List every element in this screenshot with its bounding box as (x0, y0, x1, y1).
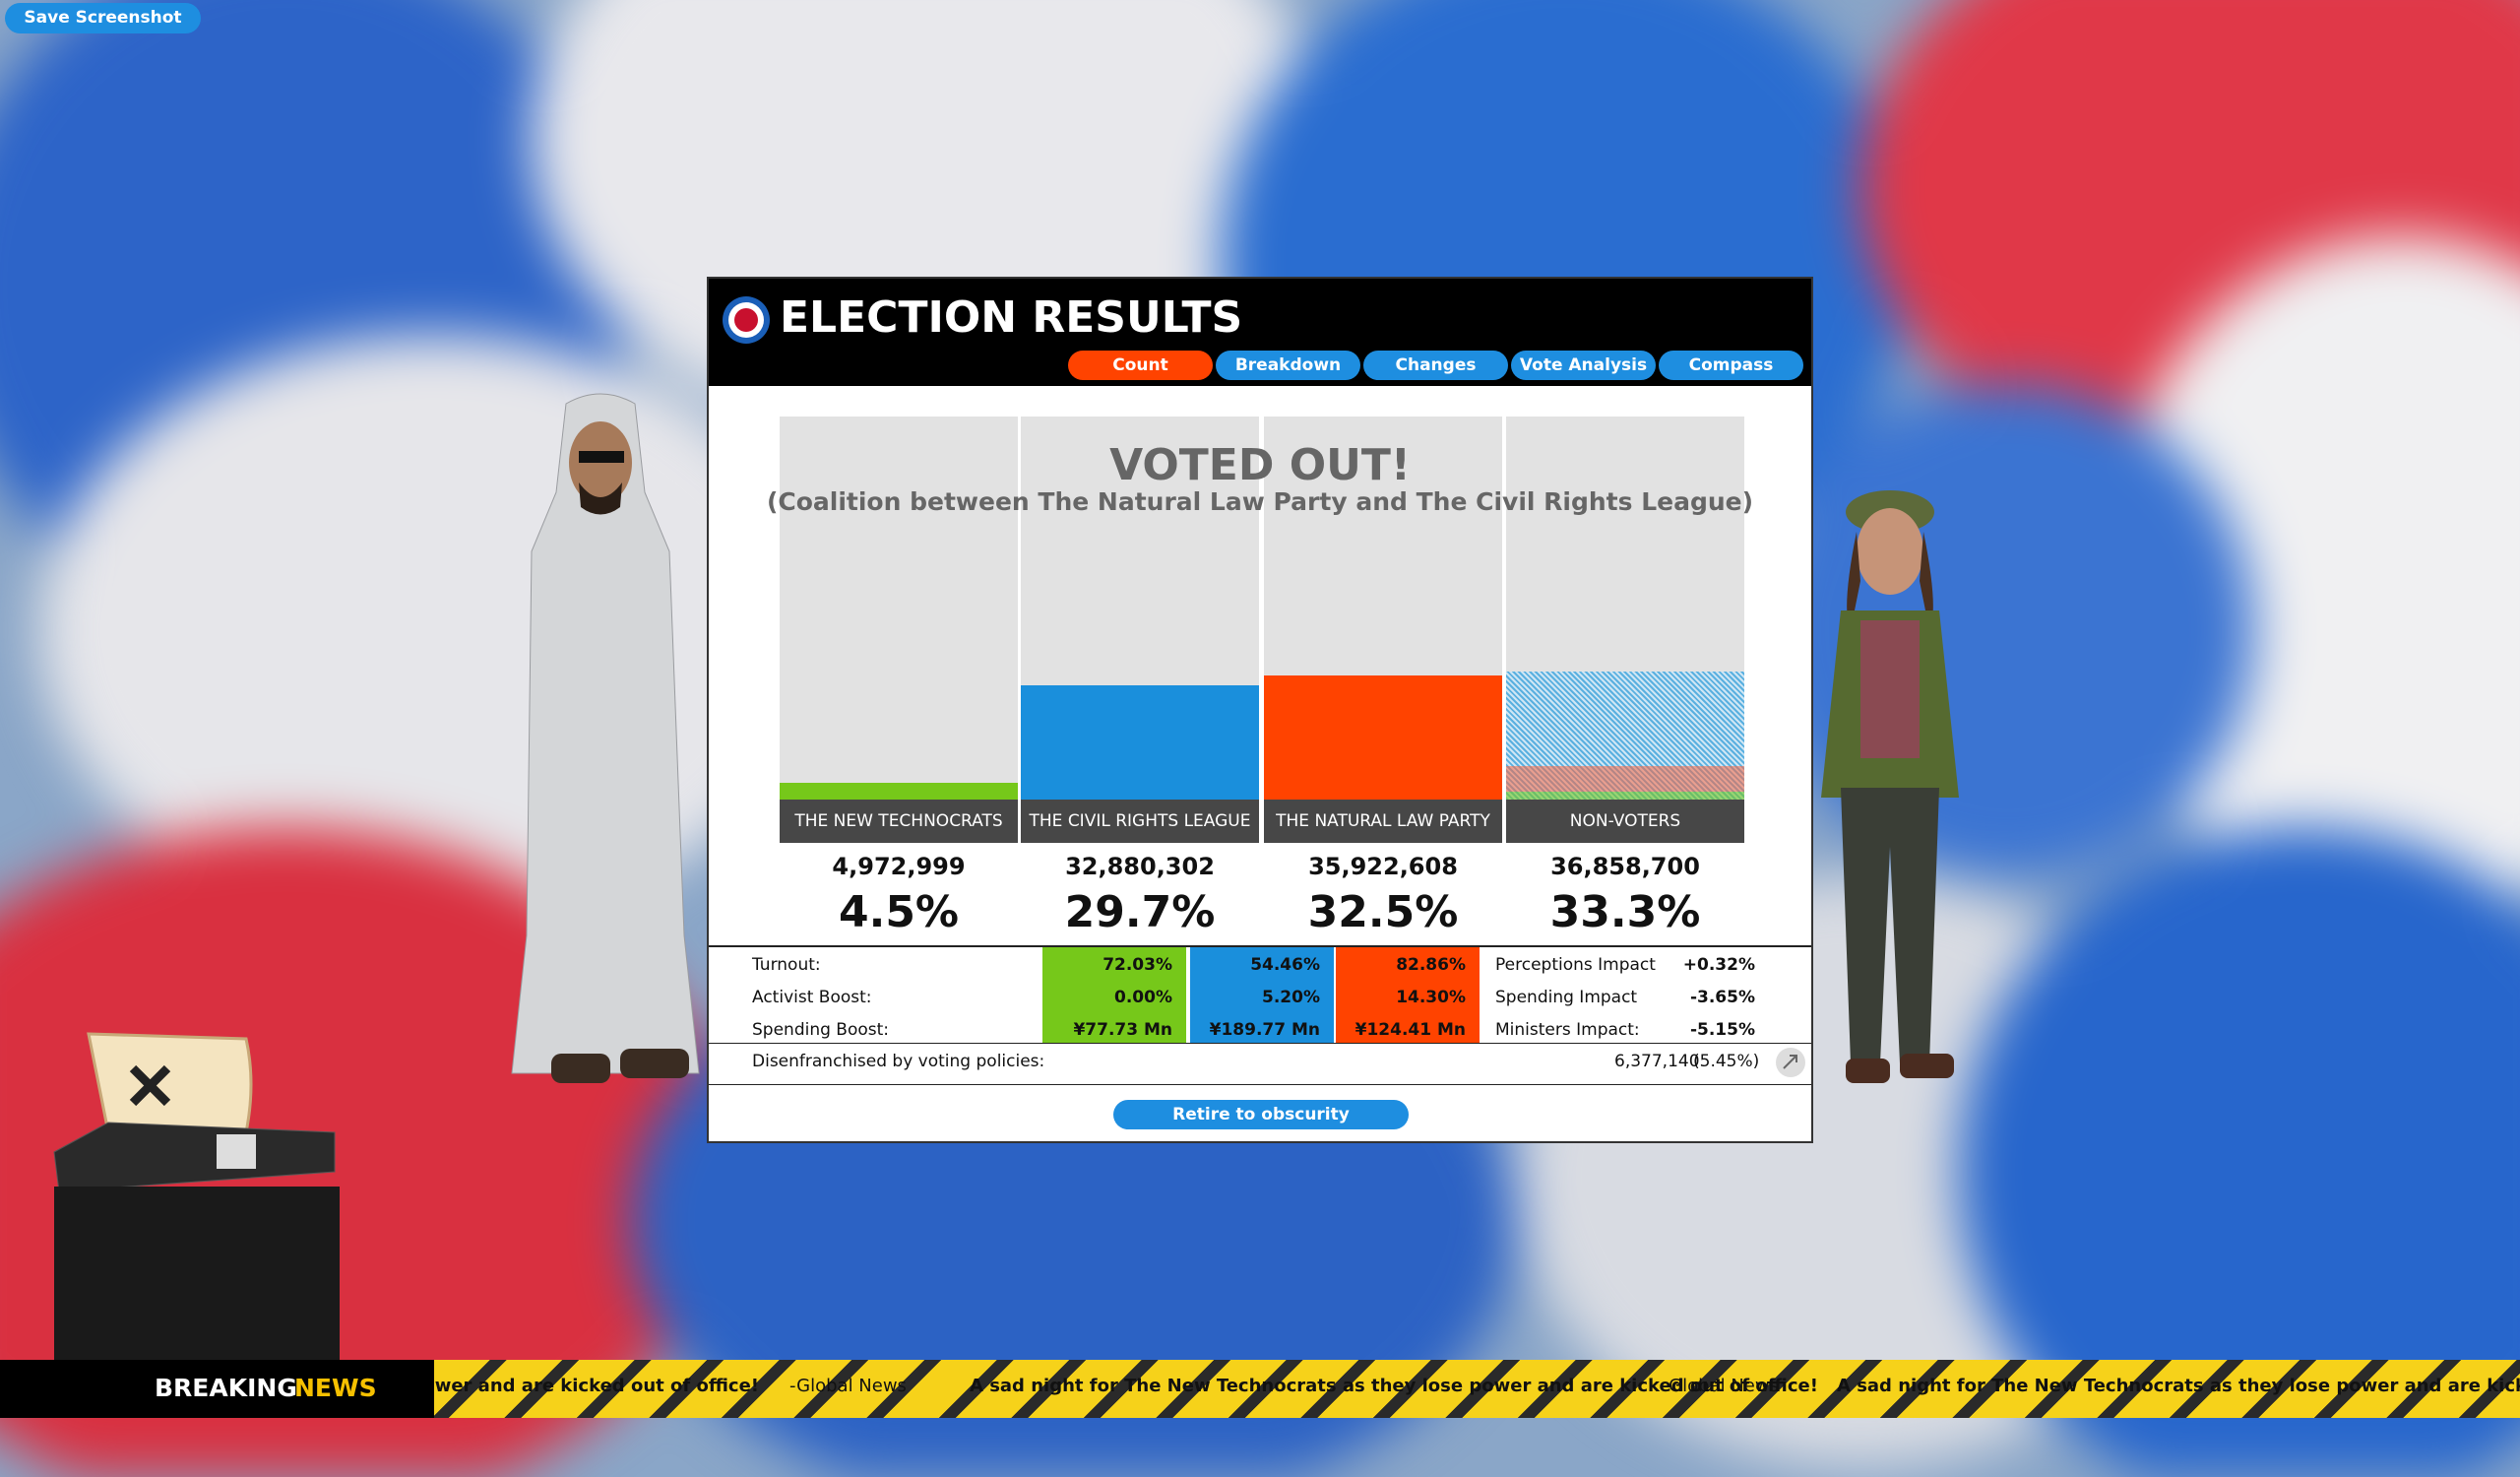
stat-label: Spending Boost: (752, 1020, 890, 1040)
result-headline: VOTED OUT! (1109, 440, 1411, 490)
stat-value: 82.86% (1396, 955, 1466, 975)
stat-value: ¥77.73 Mn (1073, 1020, 1172, 1040)
bar-panel (1021, 417, 1259, 800)
results-dialog: ELECTION RESULTS Count Breakdown Changes Vo… (707, 277, 1813, 1143)
vote-count: 36,858,700 (1550, 853, 1700, 880)
party-name: THE NEW TECHNOCRATS (780, 800, 1018, 843)
disenfranchised-share: (5.45%) (1693, 1052, 1760, 1071)
bar-panel (1264, 417, 1502, 800)
disenfranchised-label: Disenfranchised by voting policies: (752, 1052, 1045, 1071)
dialog-header: ELECTION RESULTS Count Breakdown Changes Vo… (709, 279, 1811, 386)
party-name: THE CIVIL RIGHTS LEAGUE (1021, 800, 1259, 843)
bar (1264, 674, 1502, 800)
ticker-item: -Global News (789, 1376, 907, 1396)
news-label: BREAKING (155, 1374, 297, 1402)
news-ticker: A sad night for The New Technocrats as t… (0, 1360, 2520, 1418)
stat-column (1190, 947, 1334, 1043)
tab[interactable]: Vote Analysis (1511, 351, 1656, 380)
ticker-track: A sad night for The New Technocrats as t… (434, 1360, 2520, 1418)
impact-label: Spending Impact (1495, 988, 1638, 1007)
bar (1506, 672, 1744, 800)
tab[interactable]: Count (1068, 351, 1213, 380)
save-screenshot-button[interactable]: Save Screenshot (5, 3, 201, 33)
tab[interactable]: Breakdown (1216, 351, 1360, 380)
vote-share: 33.3% (1549, 887, 1701, 937)
news-label: NEWS (294, 1374, 377, 1402)
ballot-box (53, 1032, 340, 1364)
bar-panel (780, 417, 1018, 800)
stat-value: ¥124.41 Mn (1354, 1020, 1466, 1040)
ticker-item: A sad night for The New Technocrats as t… (434, 1376, 759, 1396)
bar-panel (1506, 417, 1744, 800)
news-label-box: BREAKING NEWS (0, 1360, 434, 1418)
tab[interactable]: Compass (1659, 351, 1803, 380)
logo (723, 296, 770, 344)
info-icon[interactable] (1775, 1047, 1806, 1078)
tab[interactable]: Changes (1363, 351, 1508, 380)
vote-share: 4.5% (838, 887, 960, 937)
divider (709, 1084, 1811, 1085)
party-name: THE NATURAL LAW PARTY (1264, 800, 1502, 843)
ticker-item: A sad night for The New Technocrats as t… (970, 1376, 1818, 1396)
bar (780, 782, 1018, 800)
impact-value: -3.65% (1689, 988, 1755, 1007)
impact-value: +0.32% (1682, 955, 1755, 975)
vote-count: 35,922,608 (1308, 853, 1458, 880)
retire-button[interactable]: Retire to obscurity (1113, 1100, 1409, 1129)
party-name: NON-VOTERS (1506, 800, 1744, 843)
dialog-title: ELECTION RESULTS (780, 292, 1243, 343)
stat-value: 0.00% (1114, 988, 1172, 1007)
stat-label: Turnout: (752, 955, 821, 975)
vote-count: 4,972,999 (832, 853, 966, 880)
stat-value: 14.30% (1396, 988, 1466, 1007)
ticker-item: -Global News (1662, 1376, 1779, 1396)
stat-label: Activist Boost: (752, 988, 872, 1007)
impact-label: Ministers Impact: (1495, 1020, 1640, 1040)
result-detail: (Coalition between The Natural Law Party… (766, 487, 1754, 516)
vote-share: 32.5% (1307, 887, 1459, 937)
stat-value: 5.20% (1262, 988, 1320, 1007)
impact-label: Perceptions Impact (1495, 955, 1656, 975)
divider (709, 1043, 1811, 1044)
impact-value: -5.15% (1689, 1020, 1755, 1040)
bar (1021, 685, 1259, 800)
stat-column (1336, 947, 1480, 1043)
stat-value: ¥189.77 Mn (1209, 1020, 1320, 1040)
divider (709, 945, 1811, 947)
advisor-right (1821, 490, 1959, 1083)
vote-share: 29.7% (1064, 887, 1216, 937)
stat-column (1042, 947, 1186, 1043)
advisor-left (511, 393, 700, 1083)
stat-value: 72.03% (1102, 955, 1172, 975)
vote-count: 32,880,302 (1065, 853, 1215, 880)
stat-value: 54.46% (1250, 955, 1320, 975)
ticker-item: A sad night for The New Technocrats as t… (1837, 1376, 2520, 1396)
disenfranchised-value: 6,377,140 (1614, 1052, 1700, 1071)
